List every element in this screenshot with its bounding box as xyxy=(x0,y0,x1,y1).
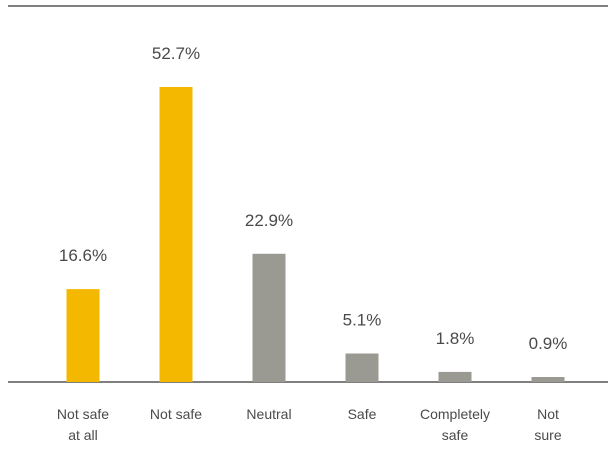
bar-3 xyxy=(345,353,379,382)
bar-5 xyxy=(531,377,565,382)
category-label-3-line-0: Safe xyxy=(348,406,377,422)
bar-1 xyxy=(159,87,193,382)
value-label-2: 22.9% xyxy=(245,211,293,230)
category-labels-group: Not safe at all Not safe Neutral Safe Complet… xyxy=(57,406,562,443)
value-label-4: 1.8% xyxy=(436,329,475,348)
category-label-1-line-0: Not safe xyxy=(150,406,202,422)
bar-4 xyxy=(438,371,472,382)
value-label-5: 0.9% xyxy=(529,334,568,353)
bar-2 xyxy=(252,253,286,382)
value-label-1: 52.7% xyxy=(152,44,200,63)
category-label-0-line-0: Not safe xyxy=(57,406,109,422)
bars-group xyxy=(66,87,565,382)
value-labels-group: 16.6% 52.7% 22.9% 5.1% 1.8% 0.9% xyxy=(59,44,567,353)
category-label-0-line-1: at all xyxy=(68,427,98,443)
value-label-3: 5.1% xyxy=(343,311,382,330)
category-label-5-line-1: sure xyxy=(534,427,561,443)
bar-0 xyxy=(66,289,100,382)
category-label-2-line-0: Neutral xyxy=(246,406,291,422)
category-label-5-line-0: Not xyxy=(537,406,559,422)
category-label-4-line-0: Completely xyxy=(420,406,490,422)
value-label-0: 16.6% xyxy=(59,246,107,265)
category-label-4-line-1: safe xyxy=(442,427,469,443)
